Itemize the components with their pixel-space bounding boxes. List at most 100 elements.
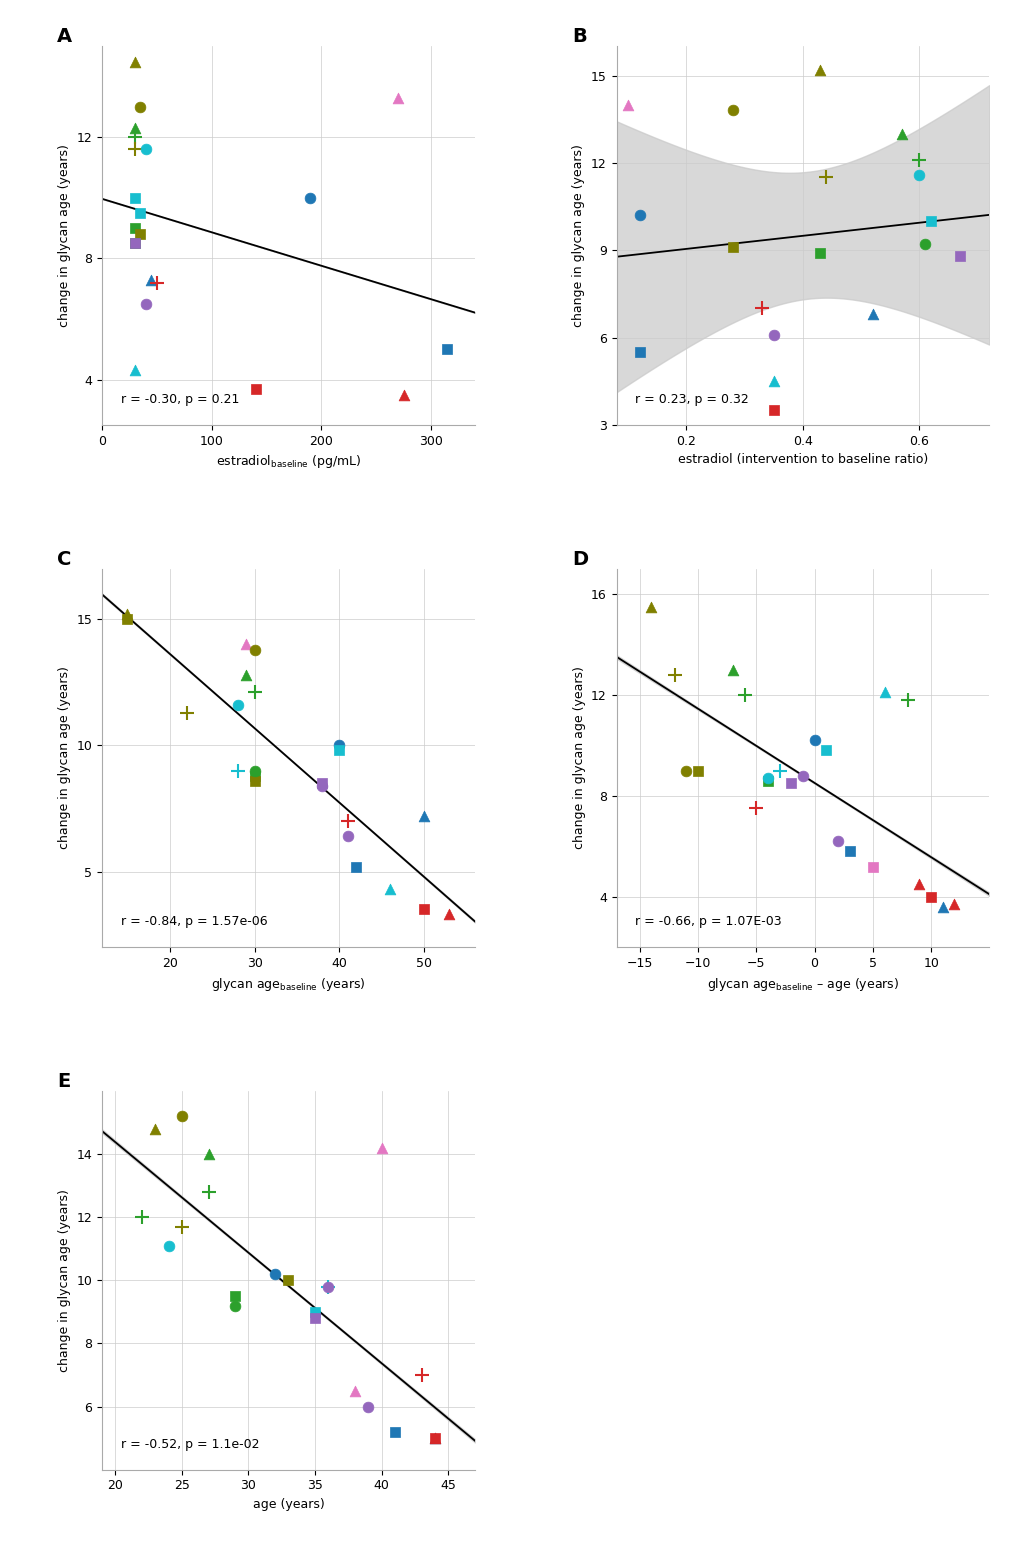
Point (620, 93, 636, 118)
Point (910, 873, 926, 897)
Point (267, 1262, 283, 1287)
Point (765, 368, 782, 393)
Point (811, 241, 827, 266)
Point (631, 203, 647, 227)
Point (307, 1306, 323, 1330)
Point (817, 166, 834, 190)
Point (426, 1426, 442, 1451)
Y-axis label: change in glycan age (years): change in glycan age (years) (58, 144, 71, 326)
Point (320, 1275, 336, 1299)
Point (331, 738, 347, 763)
Point (910, 147, 926, 172)
Point (946, 893, 962, 917)
Point (126, 186, 143, 210)
Point (126, 215, 143, 240)
Point (678, 758, 694, 783)
Point (126, 231, 143, 255)
Point (899, 687, 915, 712)
Point (200, 1142, 216, 1166)
X-axis label: age (years): age (years) (253, 1497, 324, 1511)
Text: B: B (572, 28, 586, 46)
Point (725, 235, 741, 260)
Point (386, 1420, 403, 1445)
Text: r = -0.52, p = 1.1e-02: r = -0.52, p = 1.1e-02 (120, 1437, 259, 1451)
Point (314, 774, 330, 798)
Point (643, 594, 659, 619)
Point (916, 232, 932, 257)
X-axis label: glycan age$_{\mathregular{baseline}}$ – age (years): glycan age$_{\mathregular{baseline}}$ – … (706, 976, 898, 993)
Point (247, 758, 263, 783)
Point (416, 804, 432, 829)
Point (748, 797, 764, 821)
Point (237, 633, 254, 657)
Text: r = 0.23, p = 0.32: r = 0.23, p = 0.32 (635, 393, 748, 405)
Point (314, 770, 330, 795)
Point (160, 1233, 176, 1258)
Point (875, 681, 892, 705)
Point (817, 738, 834, 763)
Point (933, 894, 950, 919)
Point (229, 693, 246, 718)
Point (200, 1180, 216, 1205)
Point (247, 637, 263, 662)
Point (794, 763, 810, 787)
Point (381, 877, 397, 902)
Point (247, 769, 263, 794)
Point (247, 763, 263, 787)
Point (753, 295, 769, 320)
Point (725, 657, 741, 682)
Point (126, 125, 143, 150)
Point (138, 138, 154, 162)
Point (307, 1299, 323, 1324)
Point (736, 682, 752, 707)
Point (759, 766, 775, 791)
Text: A: A (57, 28, 72, 46)
Point (373, 1135, 389, 1160)
Point (149, 271, 165, 295)
Point (841, 838, 857, 863)
Point (302, 186, 318, 210)
Point (126, 231, 143, 255)
Point (320, 1275, 336, 1299)
Point (173, 1105, 190, 1129)
Point (173, 1214, 190, 1239)
Point (439, 337, 455, 362)
Text: r = -0.30, p = 0.21: r = -0.30, p = 0.21 (120, 393, 238, 405)
Point (339, 825, 356, 849)
Point (248, 376, 264, 401)
Point (426, 1426, 442, 1451)
Point (416, 897, 432, 922)
Point (126, 50, 143, 74)
Y-axis label: change in glycan age (years): change in glycan age (years) (58, 667, 70, 849)
Point (227, 1284, 244, 1309)
Point (426, 1426, 442, 1451)
Point (765, 398, 782, 422)
Point (441, 902, 458, 927)
X-axis label: glycan age$_{\mathregular{baseline}}$ (years): glycan age$_{\mathregular{baseline}}$ (y… (211, 976, 366, 993)
Point (237, 662, 254, 687)
Point (247, 681, 263, 705)
Point (119, 606, 136, 631)
Point (229, 758, 246, 783)
Point (922, 209, 938, 234)
Point (689, 758, 705, 783)
Point (126, 116, 143, 141)
Point (132, 201, 149, 226)
Point (893, 121, 909, 145)
Point (811, 57, 827, 82)
Point (347, 854, 364, 879)
Point (132, 94, 149, 119)
Point (339, 809, 356, 834)
Point (864, 854, 880, 879)
Text: D: D (572, 549, 587, 569)
Y-axis label: change in glycan age (years): change in glycan age (years) (572, 667, 585, 849)
Point (828, 829, 845, 854)
Point (770, 758, 787, 783)
Point (864, 302, 880, 326)
X-axis label: estradiol (intervention to baseline ratio): estradiol (intervention to baseline rati… (678, 453, 927, 466)
Point (132, 221, 149, 246)
Point (227, 1293, 244, 1318)
Point (126, 138, 143, 162)
Text: r = -0.66, p = 1.07E-03: r = -0.66, p = 1.07E-03 (635, 916, 781, 928)
Point (178, 701, 195, 726)
